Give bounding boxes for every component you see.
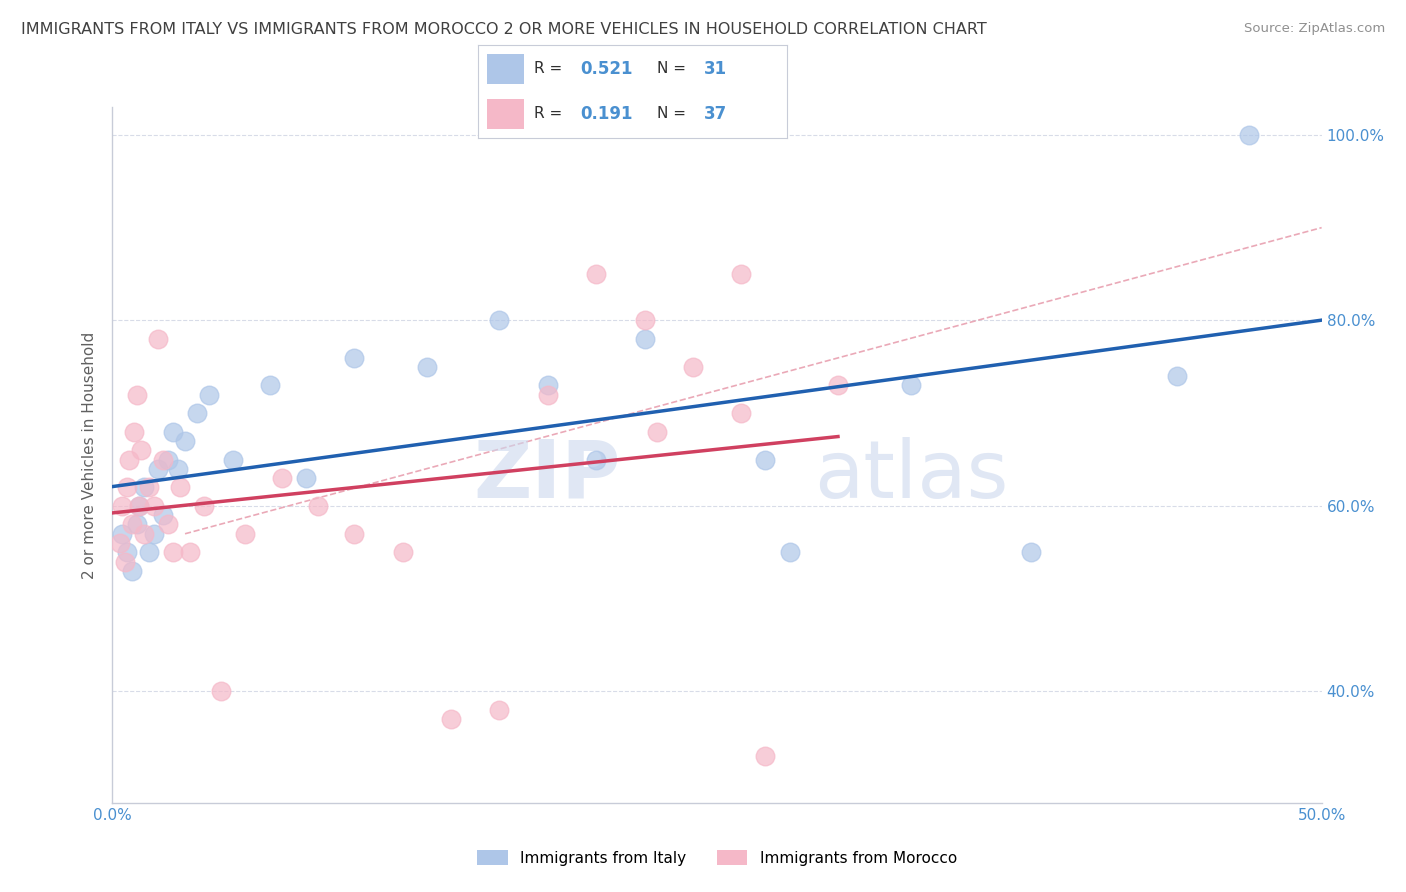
Point (209, 684, 232, 698)
Point (148, 462, 170, 476)
Point (179, 545, 201, 559)
Text: 0.521: 0.521 (581, 60, 633, 78)
Bar (488, 54, 524, 84)
Text: N =: N = (658, 106, 692, 121)
Point (633, 313, 655, 327)
Text: Source: ZipAtlas.com: Source: ZipAtlas.com (1244, 22, 1385, 36)
Point (114, 555, 136, 569)
Point (645, 425, 668, 439)
Point (259, 378, 281, 392)
Point (138, 545, 160, 559)
Point (157, 517, 180, 532)
Point (307, 499, 329, 513)
Point (122, 425, 145, 439)
Text: R =: R = (534, 106, 567, 121)
Point (779, 545, 801, 559)
Point (108, 536, 131, 550)
Point (152, 508, 174, 523)
Point (193, 499, 215, 513)
Text: 37: 37 (704, 105, 727, 123)
Point (142, 526, 165, 541)
Point (730, 267, 752, 281)
Point (125, 387, 148, 401)
Point (157, 452, 180, 467)
Point (633, 332, 655, 346)
Text: 0.191: 0.191 (581, 105, 633, 123)
Point (343, 526, 366, 541)
Point (121, 564, 143, 578)
Point (1237, 128, 1260, 142)
Point (174, 434, 197, 448)
Point (585, 452, 607, 467)
Point (142, 499, 165, 513)
Point (118, 452, 141, 467)
Point (343, 351, 366, 365)
Point (391, 545, 413, 559)
Y-axis label: 2 or more Vehicles in Household: 2 or more Vehicles in Household (82, 331, 97, 579)
Point (166, 462, 188, 476)
Point (754, 452, 776, 467)
Point (128, 499, 150, 513)
Point (585, 267, 607, 281)
Point (295, 471, 318, 485)
Point (416, 359, 439, 374)
Point (488, 313, 510, 327)
Text: 31: 31 (704, 60, 727, 78)
Point (270, 471, 292, 485)
Point (682, 359, 704, 374)
Legend: Immigrants from Italy, Immigrants from Morocco: Immigrants from Italy, Immigrants from M… (471, 844, 963, 871)
Text: IMMIGRANTS FROM ITALY VS IMMIGRANTS FROM MOROCCO 2 OR MORE VEHICLES IN HOUSEHOLD: IMMIGRANTS FROM ITALY VS IMMIGRANTS FROM… (21, 22, 987, 37)
Point (900, 378, 922, 392)
Point (235, 526, 257, 541)
Text: R =: R = (534, 62, 567, 77)
Point (111, 499, 134, 513)
Point (125, 517, 148, 532)
Point (138, 480, 160, 494)
Point (152, 452, 174, 467)
Point (440, 712, 463, 726)
Point (730, 406, 752, 420)
Text: atlas: atlas (814, 437, 1008, 515)
Point (115, 480, 138, 494)
Point (537, 387, 560, 401)
Point (198, 387, 221, 401)
Point (131, 443, 153, 458)
Point (488, 703, 510, 717)
Point (148, 332, 170, 346)
Point (115, 545, 138, 559)
Point (754, 749, 776, 764)
Point (169, 480, 191, 494)
Text: ZIP: ZIP (472, 437, 620, 515)
Point (162, 425, 184, 439)
Point (1021, 545, 1043, 559)
Point (186, 406, 208, 420)
Text: N =: N = (658, 62, 692, 77)
Point (1166, 369, 1188, 384)
Point (128, 499, 150, 513)
Point (111, 526, 134, 541)
Point (162, 545, 184, 559)
Point (121, 517, 143, 532)
Point (132, 480, 155, 494)
Point (222, 452, 245, 467)
Bar (488, 99, 524, 129)
Point (827, 378, 849, 392)
Point (132, 526, 155, 541)
Point (537, 378, 560, 392)
